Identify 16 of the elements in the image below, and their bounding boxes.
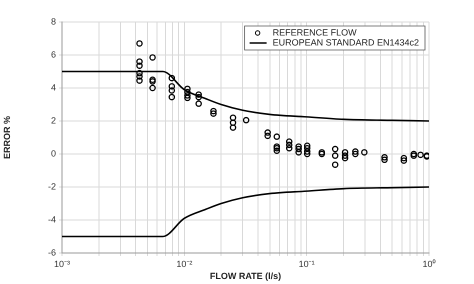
y-tick-label: -4 xyxy=(48,214,56,224)
y-tick-label: 0 xyxy=(50,148,56,158)
y-tick-label: 6 xyxy=(50,49,56,60)
y-tick-label: 8 xyxy=(50,16,56,26)
y-tick-label: -6 xyxy=(48,247,56,258)
legend-label: REFERENCE FLOW xyxy=(272,27,358,38)
legend-label: EUROPEAN STANDARD EN1434c2 xyxy=(272,37,420,48)
y-tick-label: -2 xyxy=(48,181,56,192)
y-tick-label: 4 xyxy=(50,82,56,92)
x-tick-label: 10⁰ xyxy=(422,258,436,269)
y-tick-label: 2 xyxy=(50,115,56,126)
x-axis-title: FLOW RATE (l/s) xyxy=(210,271,282,282)
x-tick-label: 10⁻³ xyxy=(54,258,70,269)
y-axis-title: ERROR % xyxy=(2,116,12,160)
x-tick-label: 10⁻² xyxy=(176,258,192,269)
x-tick-label: 10⁻¹ xyxy=(298,258,315,269)
